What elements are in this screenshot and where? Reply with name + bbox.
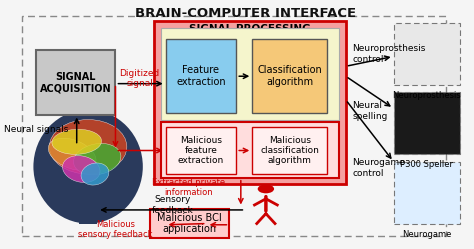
Bar [165, 39, 236, 113]
Text: Malicious
sensory feedback: Malicious sensory feedback [78, 220, 153, 240]
Bar [22, 15, 446, 236]
Bar [154, 20, 346, 184]
Bar [161, 122, 339, 178]
Text: Classification
algorithm: Classification algorithm [257, 65, 322, 87]
Text: Neuroprosthesis: Neuroprosthesis [392, 91, 461, 100]
Text: Neural
spelling: Neural spelling [353, 101, 388, 121]
Text: Neural signals: Neural signals [4, 125, 69, 134]
Bar [79, 199, 97, 224]
Bar [165, 127, 236, 174]
Bar [252, 127, 328, 174]
Text: Neurogame: Neurogame [402, 230, 451, 239]
Text: Sensory
feedback: Sensory feedback [152, 195, 193, 215]
Text: SIGNAL
ACQUISITION: SIGNAL ACQUISITION [40, 72, 111, 93]
Text: Feature
extraction: Feature extraction [176, 65, 226, 87]
Text: Neurogame
control: Neurogame control [353, 158, 405, 178]
Ellipse shape [63, 156, 100, 183]
Text: BRAIN-COMPUTER INTERFACE: BRAIN-COMPUTER INTERFACE [135, 7, 356, 20]
Bar [252, 39, 328, 113]
Ellipse shape [49, 120, 127, 174]
Bar [393, 162, 460, 224]
Ellipse shape [81, 163, 109, 185]
Ellipse shape [52, 129, 101, 154]
Bar [150, 209, 229, 238]
Bar [393, 23, 460, 85]
Text: Malicious
classification
algorithm: Malicious classification algorithm [260, 136, 319, 165]
Ellipse shape [73, 143, 121, 175]
Bar [36, 50, 116, 115]
Ellipse shape [33, 110, 143, 224]
Text: Digitized
signal: Digitized signal [119, 69, 160, 88]
Text: Malicious
feature
extraction: Malicious feature extraction [178, 136, 224, 165]
Bar [393, 92, 460, 154]
Text: Neuroprosthesis
control: Neuroprosthesis control [353, 44, 426, 64]
Circle shape [258, 185, 274, 193]
Text: Malicious BCI
application: Malicious BCI application [157, 213, 222, 234]
Text: Extracted private
information: Extracted private information [152, 178, 225, 197]
Ellipse shape [48, 138, 96, 170]
Text: P300 Speller: P300 Speller [400, 160, 453, 169]
Bar [161, 28, 339, 120]
Text: SIGNAL PROCESSING: SIGNAL PROCESSING [189, 24, 311, 34]
